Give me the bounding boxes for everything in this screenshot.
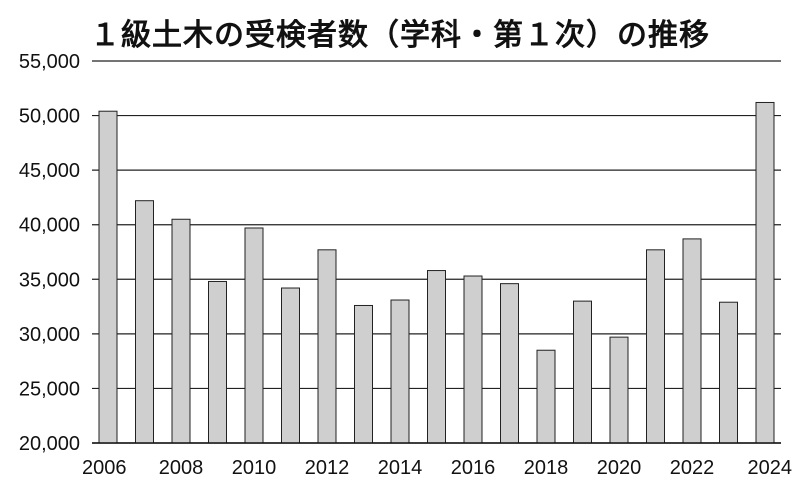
x-tick-label: 2010 — [232, 457, 277, 479]
bar-2024 — [755, 101, 775, 444]
bar-2007 — [135, 200, 154, 444]
bar-2018 — [536, 349, 556, 444]
y-tick-label: 20,000 — [19, 433, 80, 455]
y-tick-label: 50,000 — [19, 106, 80, 128]
x-tick-label: 2012 — [305, 457, 350, 479]
bar-2009 — [208, 280, 227, 444]
bars — [98, 101, 775, 444]
bar-2017 — [500, 283, 519, 444]
y-tick-label: 40,000 — [19, 215, 80, 237]
x-tick-label: 2006 — [82, 457, 127, 479]
x-tick-label: 2022 — [670, 457, 715, 479]
tick-labels: 20,000 25,000 30,000 35,000 40,000 45,000 50,0… — [19, 51, 792, 479]
y-tick-label: 45,000 — [19, 160, 80, 182]
y-tick-label: 30,000 — [19, 324, 80, 346]
bar-2015 — [427, 270, 446, 444]
bar-2019 — [573, 300, 592, 444]
bar-2023 — [719, 301, 738, 444]
x-tick-label: 2014 — [378, 457, 423, 479]
x-tick-label: 2018 — [524, 457, 569, 479]
x-tick-label: 2020 — [597, 457, 642, 479]
bar-2010 — [244, 227, 264, 444]
bar-2013 — [354, 304, 373, 444]
bar-2016 — [463, 275, 483, 444]
bar-2011 — [281, 287, 300, 444]
x-tick-label: 2008 — [159, 457, 204, 479]
y-tick-label: 25,000 — [19, 378, 80, 400]
bar-2020 — [609, 336, 629, 444]
chart-title: １級土木の受検者数（学科・第１次）の推移 — [90, 18, 710, 53]
bar-2021 — [646, 249, 665, 444]
y-tick-label: 55,000 — [19, 51, 80, 73]
bar-2012 — [317, 249, 337, 444]
bar-2008 — [171, 218, 191, 444]
x-tick-label: 2016 — [451, 457, 496, 479]
bar-2014 — [390, 299, 410, 444]
y-tick-label: 35,000 — [19, 269, 80, 291]
bar-2022 — [682, 238, 702, 444]
bar-2006 — [98, 110, 118, 444]
x-tick-label: 2024 — [748, 457, 793, 479]
